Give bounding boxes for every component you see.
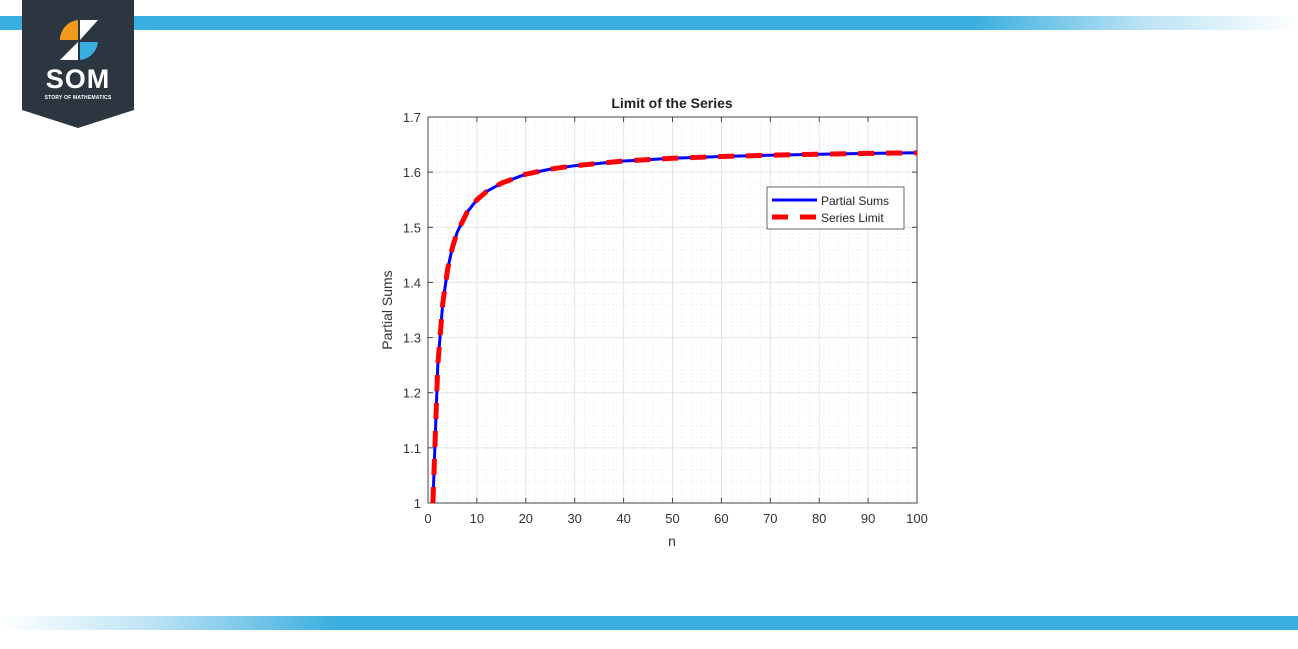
svg-text:50: 50 [665, 511, 679, 526]
svg-text:60: 60 [714, 511, 728, 526]
svg-text:1.1: 1.1 [403, 441, 421, 456]
svg-text:1.4: 1.4 [403, 275, 421, 290]
svg-text:30: 30 [567, 511, 581, 526]
svg-text:100: 100 [906, 511, 928, 526]
logo-tagline: STORY OF MATHEMATICS [44, 95, 112, 101]
legend-box [766, 186, 905, 230]
svg-text:1: 1 [414, 496, 421, 511]
legend: Partial Sums Series Limit [766, 186, 905, 230]
svg-text:90: 90 [861, 511, 875, 526]
svg-text:1.3: 1.3 [403, 331, 421, 346]
svg-text:0: 0 [424, 511, 431, 526]
major-grid [427, 116, 918, 504]
svg-text:1.7: 1.7 [403, 110, 421, 125]
x-axis-ticks: 0 10 20 30 40 50 60 70 80 90 100 [424, 117, 928, 526]
svg-text:40: 40 [616, 511, 630, 526]
svg-text:80: 80 [812, 511, 826, 526]
svg-text:1.5: 1.5 [403, 220, 421, 235]
chart-title: Limit of the Series [611, 95, 733, 111]
svg-text:20: 20 [519, 511, 533, 526]
legend-label-series-limit: Series Limit [821, 211, 884, 225]
svg-text:1.2: 1.2 [403, 386, 421, 401]
y-axis-label: Partial Sums [379, 270, 395, 349]
top-decorative-band [0, 16, 1298, 30]
logo-wordmark: SOM [45, 64, 111, 94]
svg-text:1.6: 1.6 [403, 165, 421, 180]
y-axis-ticks: 1 1.1 1.2 1.3 1.4 1.5 1.6 1.7 [403, 110, 917, 511]
svg-text:10: 10 [470, 511, 484, 526]
series-limit-dashed-line [430, 150, 918, 504]
legend-label-partial-sums: Partial Sums [821, 194, 889, 208]
bottom-decorative-band [0, 616, 1298, 630]
logo-badge-icon [22, 0, 134, 128]
som-logo: SOM STORY OF MATHEMATICS [22, 0, 134, 128]
svg-text:70: 70 [763, 511, 777, 526]
x-axis-label: n [668, 533, 676, 549]
